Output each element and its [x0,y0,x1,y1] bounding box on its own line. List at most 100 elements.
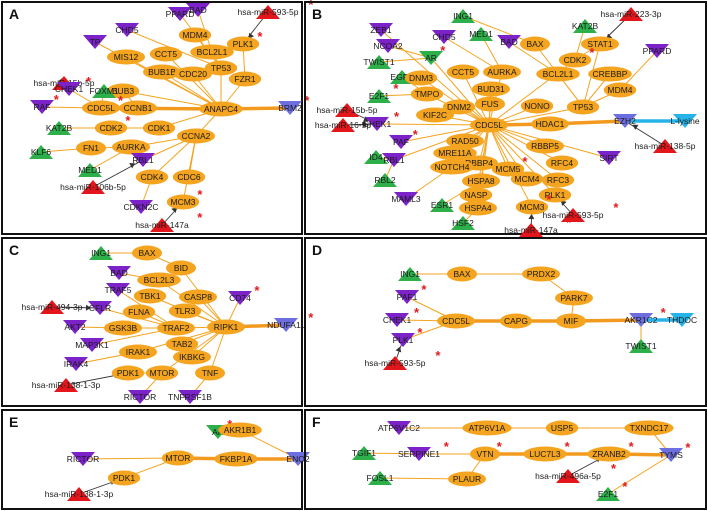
node-rfc4[interactable]: RFC4 [545,155,579,171]
node-aurka[interactable]: AURKA [112,139,150,155]
node-cd74[interactable]: CD74 * [228,283,260,305]
node-rfc3[interactable]: RFC3 [541,172,575,188]
node-rad50[interactable]: RAD50 [446,133,484,149]
node-cdc5l[interactable]: CDC5L [437,313,475,329]
node-mir-593[interactable]: hsa-miR-593-5p * [543,200,620,222]
node-park7[interactable]: PARK7 [555,290,593,306]
node-chd5[interactable]: CHD5 [115,23,139,37]
node-tbk1[interactable]: TBK1 [133,288,167,304]
node-cdc20[interactable]: CDC20 [174,66,212,82]
node-usp5[interactable]: USP5 [545,420,579,436]
node-cdc6[interactable]: CDC6 [172,169,206,185]
node-dnm3[interactable]: DNM3 [404,70,438,86]
node-plk1[interactable]: PLK1 * [391,325,423,347]
node-hspa8[interactable]: HSPA8 [462,173,500,189]
node-vtn[interactable]: VTN * [470,439,503,462]
node-e2f1[interactable]: E2F1 * [367,81,399,103]
node-mir-593[interactable]: hsa-miR-593-5p * [238,0,315,19]
node-tyms[interactable]: TYMS * [659,440,691,462]
node-pdk1[interactable]: PDK1 [111,365,145,381]
node-ppard[interactable]: PPARD [166,7,195,21]
node-kif2c[interactable]: KIF2C [416,107,454,123]
node-tnf[interactable]: TNF [195,365,225,381]
node-mcm5[interactable]: MCM5 * [491,154,529,177]
node-atp6v1c2[interactable]: ATP6V1C2 [378,421,420,435]
node-hdac1[interactable]: HDAC1 [531,116,569,132]
node-notch4[interactable]: NOTCH4 [430,159,474,175]
node-eno2[interactable]: ENO2 [286,452,310,466]
node-paf1[interactable]: PAF1 * [395,282,427,304]
node-cdk1[interactable]: CDK1 [142,120,176,136]
node-gsk3b[interactable]: GSK3B [104,320,142,336]
node-cdk2[interactable]: CDK2 * [94,113,132,136]
node-mtor[interactable]: MTOR [145,365,179,381]
node-tp53[interactable]: TP53 [204,60,238,76]
node-bub1b[interactable]: BUB1B [143,64,181,80]
node-chd5[interactable]: CHD5 [432,30,456,44]
node-flna[interactable]: FLNA [122,304,156,320]
node-irak1[interactable]: IRAK1 [119,344,157,360]
node-hsf2[interactable]: HSF2 [451,216,475,230]
node-chek1[interactable]: CHEK1 * [383,305,420,327]
node-bad[interactable]: BAD [186,3,210,17]
node-sirt[interactable]: SIRT [597,151,621,165]
node-twist1[interactable]: TWIST1 [625,339,657,353]
node-stat1[interactable]: STAT1 [581,36,619,52]
node-fzr1[interactable]: FZR1 [228,71,262,87]
node-bub3[interactable]: BUB3 [106,83,140,99]
node-mir-223[interactable]: hsa-miR-223-3p [601,7,662,21]
node-tgif1[interactable]: TGIF1 [352,446,376,460]
node-mdm4[interactable]: MDM4 [603,82,637,98]
node-tp[interactable]: TP [83,35,107,49]
node-med1[interactable]: MED1 [469,27,493,41]
node-rbl1[interactable]: RBL1 [131,153,155,167]
node-mir-15b[interactable]: hsa-miR-15b-5p [317,103,378,117]
node-ing1[interactable]: ING1 [451,9,475,23]
node-rictor[interactable]: RICTOR [124,390,156,404]
node-fosl1[interactable]: FOSL1 [367,471,394,485]
node-med1[interactable]: MED1 [78,163,102,177]
node-mir-138[interactable]: hsa-miR-138-1-3p [45,487,114,501]
node-kat2b[interactable]: KAT2B [46,121,73,135]
node-prdx2[interactable]: PRDX2 [522,266,560,282]
node-ndufa11[interactable]: NDUFA11 * [267,310,314,332]
node-e2f1[interactable]: E2F1 * [596,479,628,501]
node-paf[interactable]: PAF * [389,127,419,149]
node-cflr[interactable]: CFLR [88,301,112,315]
node-rictor[interactable]: RICTOR [67,452,99,466]
node-maml3[interactable]: MAML3 [391,192,421,206]
node-mir-593[interactable]: hsa-miR-593-5p * [365,348,442,370]
node-bid[interactable]: BID [166,260,196,276]
node-raf[interactable]: RAF * [30,92,60,114]
node-serpine1[interactable]: SERPINE1 * [398,439,450,461]
node-mir-496a[interactable]: hsa-miR-496a-5p * [535,461,617,483]
node-crebbp[interactable]: CREBBP [588,66,632,82]
node-mif[interactable]: MIF [556,313,586,329]
node-akr1b1[interactable]: AKR1B1 [218,422,262,438]
node-traf2[interactable]: TRAF2 [157,320,195,336]
node-hspa4[interactable]: HSPA4 [459,200,497,216]
node-bcl2l1[interactable]: BCL2L1 [536,66,580,82]
node-ccna2[interactable]: CCNA2 [177,128,215,144]
node-fus[interactable]: FUS [475,96,505,112]
node-bcl2l3[interactable]: BCL2L3 [137,272,181,288]
node-akr1c2[interactable]: AKR1C2 * [624,305,667,327]
node-plk1[interactable]: PLK1 [538,187,572,203]
node-thdoc[interactable]: THDOC [667,313,697,327]
node-ripk1[interactable]: RIPK1 [207,319,245,335]
node-mir-16[interactable]: hsa-miR-16-5p [315,118,371,132]
node-bad[interactable]: BAD [497,35,521,49]
node-bad[interactable]: BAD [107,266,131,280]
node-chek1[interactable]: CHEK1 * [363,109,400,131]
node-brm2[interactable]: BRM2 * [278,93,310,115]
node-mre11a[interactable]: MRE11A [433,145,477,161]
node-ing1[interactable]: ING1 [398,267,422,281]
node-ncoa2[interactable]: NCOA2 [373,39,403,53]
node-klf6[interactable]: KLF6 [29,145,53,159]
node-zranb2[interactable]: ZRANB2 * [587,439,635,462]
node-casp8[interactable]: CASP8 [179,289,217,305]
node-mis12[interactable]: MIS12 [107,49,145,65]
node-fn1[interactable]: FN1 [76,140,106,156]
node-bax[interactable]: BAX [447,266,477,282]
node-akt2[interactable]: AKT2 [63,320,87,334]
